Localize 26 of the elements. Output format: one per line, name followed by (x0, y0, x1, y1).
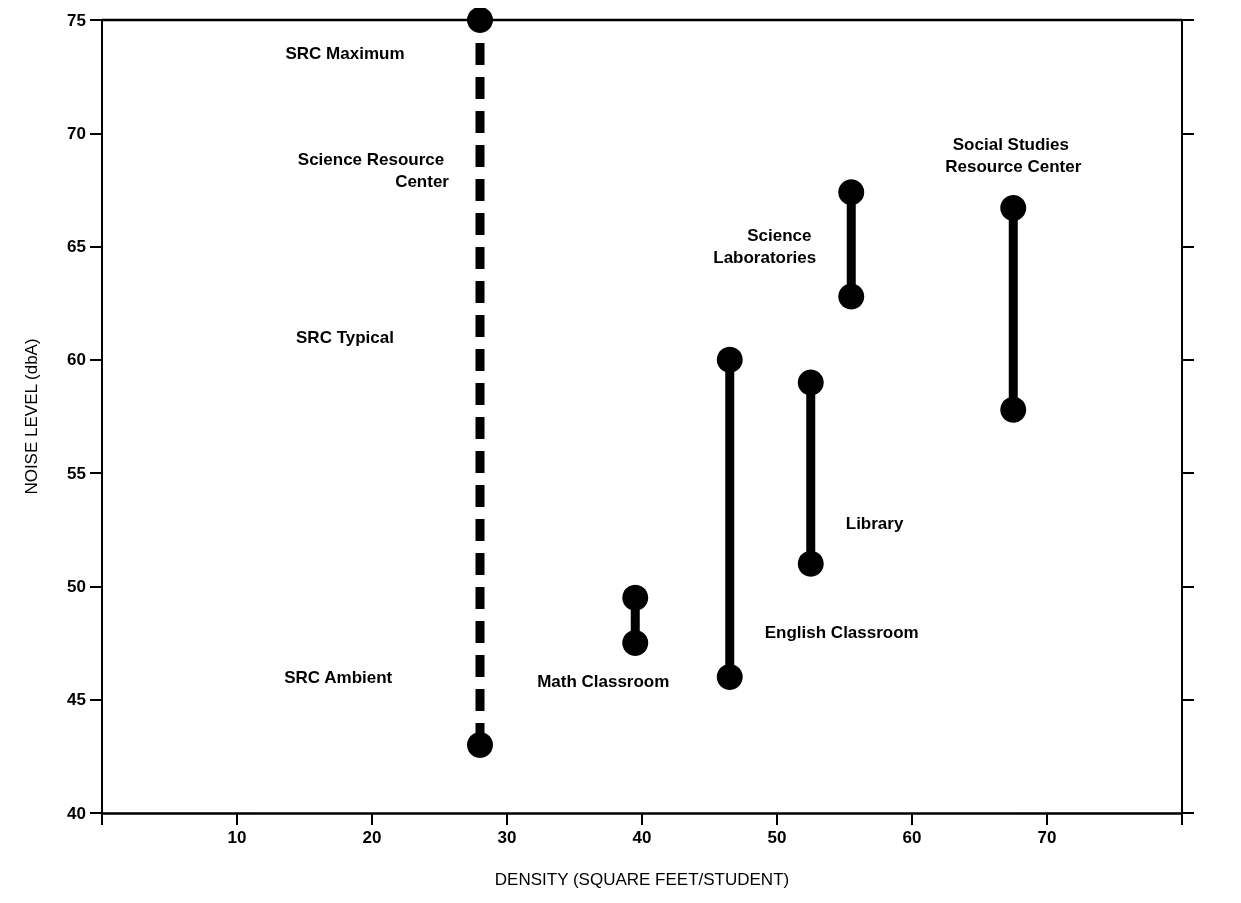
text: Social Studies Resource Center (945, 134, 1082, 176)
annotation: SRC Ambient (284, 667, 393, 687)
y-axis-title: NOISE LEVEL (dbA) (22, 338, 41, 495)
x-tick-label: 70 (1037, 828, 1057, 847)
x-axis-title: DENSITY (SQUARE FEET/STUDENT) (494, 870, 790, 889)
x-tick-label: 20 (362, 828, 382, 847)
y-tick-label: 50 (67, 576, 86, 596)
x-tick-label: 50 (767, 828, 787, 847)
series-label: Math Classroom (537, 671, 670, 691)
x-tick-label: 40 (632, 828, 652, 847)
x-tick-label: 60 (902, 828, 922, 847)
annotation: SRC Typical (296, 327, 394, 347)
y-tick-label: 40 (67, 803, 86, 823)
y-tick-label: 55 (67, 463, 86, 483)
x-tick-label: 10 (227, 828, 247, 847)
series-label: Library (845, 514, 904, 534)
y-tick-label: 75 (67, 10, 86, 30)
y-tick-label: 70 (67, 123, 86, 143)
y-tick-label: 60 (67, 350, 86, 370)
series-label: Science Resource Center (297, 149, 450, 191)
series-label: Science Laboratories (713, 225, 817, 267)
text: English Classroom (764, 622, 919, 642)
y-tick-label: 45 (67, 690, 86, 710)
annotation: SRC Maximum (285, 44, 405, 64)
y-tick-label: 65 (67, 237, 86, 257)
x-tick-label: 30 (497, 828, 517, 847)
